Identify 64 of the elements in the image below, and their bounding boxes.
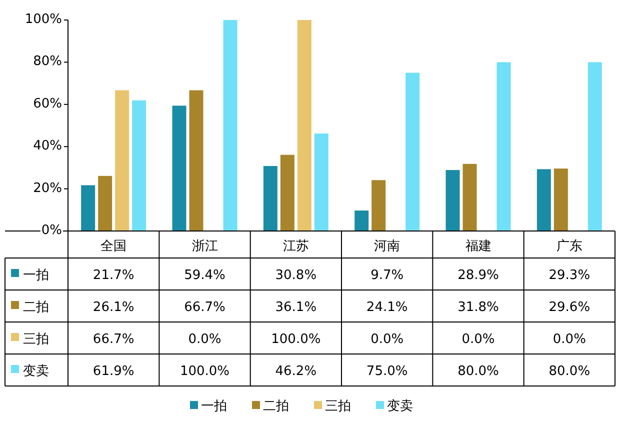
x-tick-label: 全国 xyxy=(100,239,127,254)
y-tick-label: 60% xyxy=(33,96,62,112)
data-label: 100.0% xyxy=(271,332,321,347)
legend-item: 一拍 xyxy=(190,399,227,414)
bar xyxy=(223,20,238,231)
bar xyxy=(554,168,568,231)
data-label: 0.0% xyxy=(552,332,586,347)
legend-item: 三拍 xyxy=(314,399,351,414)
bar xyxy=(297,20,312,231)
bar xyxy=(406,72,420,231)
data-label: 80.0% xyxy=(548,364,590,379)
data-label: 66.7% xyxy=(92,332,134,347)
data-label: 61.9% xyxy=(92,364,134,379)
data-label: 29.3% xyxy=(548,268,590,283)
legend-item: 变卖 xyxy=(376,399,413,414)
bar xyxy=(98,176,112,231)
data-label: 28.9% xyxy=(458,268,499,283)
legend-label: 一拍 xyxy=(23,268,49,283)
legend-label: 二拍 xyxy=(23,300,49,315)
data-label: 26.1% xyxy=(92,300,134,315)
data-label: 66.7% xyxy=(184,300,226,315)
y-tick-label: 40% xyxy=(33,138,62,154)
bar xyxy=(132,100,146,231)
y-tick-label: 0% xyxy=(41,223,62,238)
bar xyxy=(263,166,278,231)
bar xyxy=(81,185,96,231)
data-label: 30.8% xyxy=(275,268,317,283)
bar xyxy=(189,90,204,231)
data-label: 80.0% xyxy=(458,364,499,379)
bar xyxy=(462,164,477,231)
y-tick-label: 20% xyxy=(33,180,62,196)
x-tick-label: 河南 xyxy=(374,239,400,254)
data-label: 9.7% xyxy=(370,268,404,283)
bar xyxy=(372,180,386,231)
bar xyxy=(588,62,602,231)
data-label: 46.2% xyxy=(275,364,317,379)
bar xyxy=(536,169,551,231)
data-label: 0.0% xyxy=(462,332,495,347)
legend-label: 变卖 xyxy=(23,364,49,379)
y-tick-label: 80% xyxy=(33,54,62,70)
bar xyxy=(354,210,369,231)
x-tick-label: 广东 xyxy=(556,239,582,254)
data-label: 75.0% xyxy=(366,364,408,379)
data-label: 59.4% xyxy=(184,268,226,283)
x-tick-label: 福建 xyxy=(465,239,492,254)
data-label: 0.0% xyxy=(188,332,222,347)
data-label: 0.0% xyxy=(370,332,404,347)
data-label: 21.7% xyxy=(92,268,134,283)
legend-label: 三拍 xyxy=(23,332,49,347)
bar xyxy=(496,62,511,231)
x-tick-label: 浙江 xyxy=(192,239,218,254)
data-label: 24.1% xyxy=(366,300,408,315)
y-tick-label: 100% xyxy=(24,12,62,27)
data-label: 100.0% xyxy=(180,364,230,379)
data-label: 31.8% xyxy=(458,300,499,315)
bar xyxy=(280,154,294,231)
data-label: 36.1% xyxy=(275,300,317,315)
legend-item: 二拍 xyxy=(252,399,289,414)
x-tick-label: 江苏 xyxy=(282,239,309,254)
bar xyxy=(446,170,460,231)
bar xyxy=(115,90,130,231)
bar xyxy=(172,106,186,231)
bar xyxy=(314,134,328,231)
data-label: 29.6% xyxy=(548,300,590,315)
